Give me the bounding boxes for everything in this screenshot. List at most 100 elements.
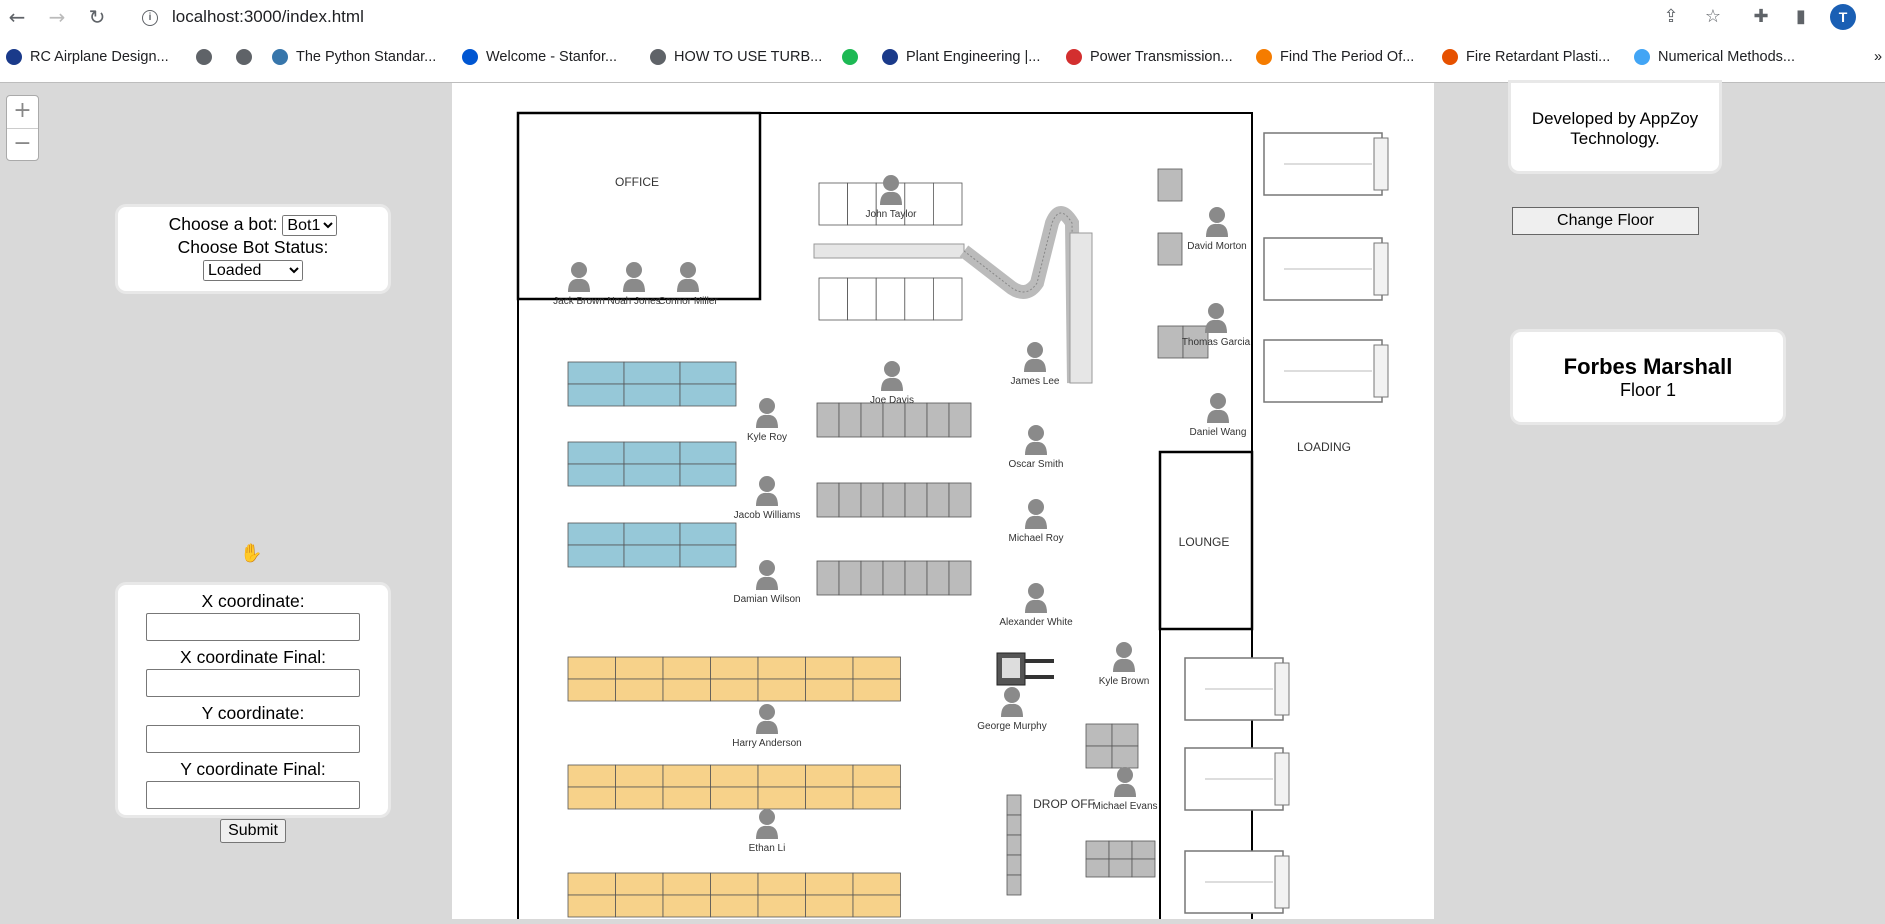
bookmark-item[interactable]: Numerical Methods...: [1634, 46, 1795, 68]
person-icon: Noah Jones: [607, 262, 661, 307]
zoom-out-button[interactable]: −: [7, 128, 38, 161]
forward-icon[interactable]: →: [48, 5, 66, 29]
truck-icon: [1184, 850, 1290, 914]
shelf-cell: [1006, 874, 1022, 896]
status-select[interactable]: Loaded: [203, 260, 303, 281]
shelf-cell: [852, 678, 901, 702]
star-icon[interactable]: ☆: [1704, 6, 1722, 27]
dropoff-pallets: [1085, 723, 1139, 769]
shelf-cell: [679, 522, 737, 546]
bookmark-item[interactable]: Power Transmission...: [1066, 46, 1233, 68]
back-icon[interactable]: ←: [8, 5, 26, 29]
shelf-cell: [679, 361, 737, 385]
shelf-cell: [1085, 858, 1110, 878]
shelf-cell: [1182, 325, 1209, 359]
change-floor-button[interactable]: Change Floor: [1512, 207, 1699, 235]
share-icon[interactable]: ⇪: [1663, 6, 1679, 27]
person-icon: George Murphy: [977, 687, 1047, 732]
person-name: Noah Jones: [607, 296, 660, 307]
shelf-cell: [662, 786, 711, 810]
blue-shelf: [567, 441, 737, 487]
shelf-cell: [623, 544, 681, 568]
hand-cursor-icon: ✋: [240, 543, 263, 563]
shelf-cell: [852, 894, 901, 918]
person-body: [1025, 599, 1047, 613]
person-head: [1208, 303, 1224, 319]
bookmark-label[interactable]: Plant Engineering |...: [906, 49, 1041, 65]
globe-icon: [650, 49, 666, 66]
c-icon: [1256, 49, 1272, 66]
person-icon: Ethan Li: [749, 809, 785, 854]
shelf-cell: [882, 482, 906, 518]
browser-chrome: ← → ↻ i localhost:3000/index.html ⇪ ☆ ✚ ▮…: [0, 0, 1885, 83]
person-icon: Connor Miller: [658, 262, 718, 307]
bookmark-item[interactable]: [196, 46, 220, 68]
shelf-cell: [904, 182, 934, 226]
person-head: [759, 398, 775, 414]
dropoff-boxes: [1006, 794, 1022, 896]
bookmark-item[interactable]: Plant Engineering |...: [882, 46, 1040, 68]
url-text[interactable]: localhost:3000/index.html: [172, 7, 364, 26]
person-body: [1024, 358, 1046, 372]
bookmark-label[interactable]: The Python Standar...: [296, 49, 437, 65]
truck-icon: [1184, 657, 1290, 721]
submit-button[interactable]: Submit: [220, 819, 286, 843]
loading-label: LOADING: [1297, 440, 1351, 454]
bookmark-item[interactable]: Find The Period Of...: [1256, 46, 1414, 68]
bookmark-label[interactable]: HOW TO USE TURB...: [674, 49, 823, 65]
shelf-cell: [852, 764, 901, 788]
developer-panel: Developed by AppZoy Technology.: [1511, 83, 1719, 171]
bookmark-label[interactable]: Welcome - Stanfor...: [486, 49, 618, 65]
address-bar[interactable]: i localhost:3000/index.html: [142, 5, 364, 29]
bookmark-label[interactable]: Numerical Methods...: [1658, 49, 1795, 65]
floor-plan[interactable]: OFFICE LOUNGE LOADING DROP OFF John Tayl…: [452, 83, 1434, 924]
shelf-cell: [1085, 745, 1113, 769]
bookmark-item[interactable]: RC Airplane Design...: [6, 46, 169, 68]
x-coordinate-label: X coordinate:: [201, 591, 305, 611]
info-icon[interactable]: i: [142, 9, 158, 26]
zoom-control: + −: [6, 95, 39, 161]
y-coordinate-input[interactable]: [146, 725, 360, 753]
bookmark-label[interactable]: RC Airplane Design...: [30, 49, 169, 65]
bookmark-item[interactable]: [236, 46, 260, 68]
profile-avatar[interactable]: T: [1830, 4, 1856, 30]
person-head: [1028, 499, 1044, 515]
bookmark-item[interactable]: [842, 46, 866, 68]
bookmark-label[interactable]: Power Transmission...: [1090, 49, 1233, 65]
bookmark-label[interactable]: Fire Retardant Plasti...: [1466, 49, 1611, 65]
zoom-in-button[interactable]: +: [13, 98, 32, 123]
bookmark-label[interactable]: Find The Period Of...: [1280, 49, 1415, 65]
forklift-icon[interactable]: [996, 652, 1054, 686]
shelf-cell: [662, 894, 711, 918]
shelf-cell: [926, 560, 950, 596]
shelf-cell: [710, 678, 759, 702]
person-icon: Jack Brown: [553, 262, 605, 307]
shelf-cell: [623, 463, 681, 487]
reload-icon[interactable]: ↻: [88, 5, 106, 29]
circle-icon: [1634, 49, 1650, 66]
person-body: [756, 414, 778, 428]
bookmark-item[interactable]: Welcome - Stanfor...: [462, 46, 617, 68]
rack-outline: [818, 277, 963, 321]
shelf-cell: [1006, 814, 1022, 836]
extensions-icon[interactable]: ✚: [1753, 6, 1769, 27]
shelf-cell: [567, 894, 616, 918]
person-body: [1113, 658, 1135, 672]
bookmark-item[interactable]: Fire Retardant Plasti...: [1442, 46, 1610, 68]
app-page: + − Choose a bot: Bot1 Choose Bot Status…: [0, 83, 1885, 924]
bookmark-item[interactable]: The Python Standar...: [272, 46, 436, 68]
person-name: John Taylor: [866, 209, 918, 220]
person-head: [883, 175, 899, 191]
bot-select[interactable]: Bot1: [282, 215, 338, 236]
shelf-cell: [623, 441, 681, 465]
shelf-cell: [816, 402, 840, 438]
x-coordinate-input[interactable]: [146, 613, 360, 641]
sidepanel-icon[interactable]: ▮: [1796, 6, 1806, 27]
lounge-room: [1158, 450, 1254, 631]
x-coordinate-final-input[interactable]: [146, 669, 360, 697]
shelf-cell: [948, 482, 972, 518]
bookmark-item[interactable]: HOW TO USE TURB...: [650, 46, 822, 68]
y-coordinate-final-input[interactable]: [146, 781, 360, 809]
bookmarks-more-button[interactable]: »: [1874, 49, 1883, 65]
floor-map[interactable]: OFFICE LOUNGE LOADING DROP OFF John Tayl…: [452, 83, 1434, 924]
